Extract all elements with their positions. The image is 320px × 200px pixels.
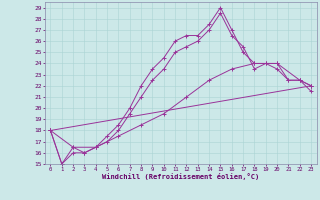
X-axis label: Windchill (Refroidissement éolien,°C): Windchill (Refroidissement éolien,°C): [102, 173, 260, 180]
